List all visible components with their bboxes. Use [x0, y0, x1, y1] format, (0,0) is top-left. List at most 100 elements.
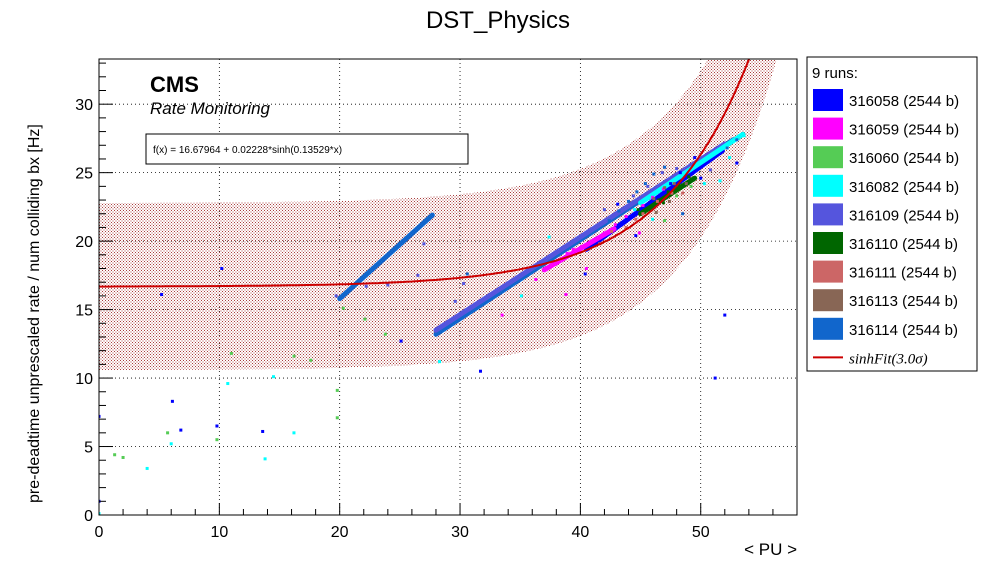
fit-formula-box — [145, 133, 469, 165]
legend-entry: 316082 (2544 b) — [849, 179, 959, 196]
legend-entry: 316111 (2544 b) — [849, 265, 957, 282]
legend-swatch — [813, 174, 843, 197]
data-point — [363, 317, 367, 321]
data-point — [616, 202, 620, 206]
data-point-streak — [433, 141, 728, 333]
data-point — [708, 168, 712, 172]
data-point — [584, 267, 588, 271]
data-point — [684, 182, 688, 186]
legend-swatch — [813, 317, 843, 340]
x-tick-label: 20 — [331, 524, 349, 541]
cms-sublabel: Rate Monitoring — [150, 99, 271, 118]
data-point — [728, 156, 732, 160]
data-point — [634, 217, 638, 221]
data-point — [689, 162, 693, 166]
data-point — [735, 138, 739, 142]
fit-curve — [99, 59, 751, 288]
y-tick-label: 15 — [75, 303, 93, 320]
data-point — [121, 455, 125, 459]
data-point — [675, 194, 679, 198]
axes: 0 10 20 30 40 50 0 5 10 15 20 25 30 — [75, 62, 798, 541]
data-point — [334, 294, 338, 298]
data-point — [602, 208, 606, 212]
x-axis-label: < PU > — [744, 540, 797, 559]
data-point — [383, 332, 387, 336]
data-point — [631, 194, 635, 198]
data-point — [678, 184, 682, 188]
fit-error-band — [99, 59, 777, 371]
data-point — [399, 339, 403, 343]
data-point — [723, 313, 727, 317]
data-point — [462, 282, 466, 286]
legend-swatch — [813, 289, 843, 312]
data-point — [386, 283, 390, 287]
data-point — [742, 134, 746, 138]
legend-entry: 316109 (2544 b) — [849, 207, 959, 224]
data-point — [663, 165, 667, 169]
data-point — [519, 294, 523, 298]
data-point — [647, 208, 651, 212]
data-point — [453, 299, 457, 303]
data-point — [636, 208, 640, 212]
data-point — [261, 429, 265, 433]
data-point — [592, 238, 596, 242]
data-point — [713, 376, 717, 380]
data-point — [341, 306, 345, 310]
legend-swatch — [813, 203, 843, 226]
data-point — [99, 414, 101, 418]
data-point — [689, 184, 693, 188]
data-point — [678, 171, 682, 175]
data-point — [633, 208, 637, 212]
data-point — [661, 201, 665, 205]
y-tick-label: 25 — [75, 166, 93, 183]
data-point — [607, 219, 611, 223]
data-point — [547, 235, 551, 239]
legend-entry: 316114 (2544 b) — [849, 322, 958, 339]
data-point — [675, 167, 679, 171]
data-point — [170, 399, 174, 403]
data-point — [220, 267, 224, 271]
x-tick-label: 30 — [451, 524, 469, 541]
fit-formula-text: f(x) = 16.67964 + 0.02228*sinh(0.13529*x… — [153, 145, 342, 156]
data-point — [364, 284, 368, 288]
legend-swatch — [813, 117, 843, 140]
x-tick-label: 50 — [692, 524, 710, 541]
data-point — [651, 217, 655, 221]
data-point — [735, 161, 739, 165]
data-point — [478, 369, 482, 373]
legend-header: 9 runs: — [812, 65, 858, 82]
legend-swatch — [813, 232, 843, 254]
data-point — [263, 457, 267, 461]
data-point — [215, 424, 219, 428]
data-point — [292, 431, 296, 435]
data-point — [699, 176, 703, 180]
x-tick-label: 10 — [210, 524, 228, 541]
legend-entry: 316113 (2544 b) — [849, 293, 958, 310]
sigma-band — [99, 59, 777, 371]
data-point — [635, 190, 639, 194]
data-point — [565, 251, 569, 255]
legend-swatch — [813, 89, 843, 111]
y-tick-label: 0 — [84, 508, 93, 525]
data-point — [335, 416, 339, 420]
data-point — [613, 223, 617, 227]
legend-entry: 316058 (2544 b) — [849, 93, 959, 110]
data-point — [438, 360, 442, 364]
data-point — [643, 182, 647, 186]
x-tick-label: 40 — [571, 524, 589, 541]
data-point — [652, 197, 656, 201]
sinh-fit-line — [99, 59, 751, 288]
legend: 9 runs: 316058 (2544 b) 316059 (2544 b) 31… — [806, 56, 978, 372]
data-point — [610, 230, 614, 234]
y-tick-label: 30 — [75, 97, 93, 114]
data-point — [627, 199, 631, 203]
data-point — [681, 212, 685, 216]
data-point — [687, 175, 691, 179]
data-point — [179, 428, 183, 432]
x-tick-label: 0 — [95, 524, 104, 541]
legend-swatch — [813, 146, 843, 169]
data-point — [655, 199, 659, 203]
cms-label: CMS — [150, 72, 199, 97]
data-point — [602, 231, 606, 235]
legend-entry: 316060 (2544 b) — [849, 150, 959, 167]
